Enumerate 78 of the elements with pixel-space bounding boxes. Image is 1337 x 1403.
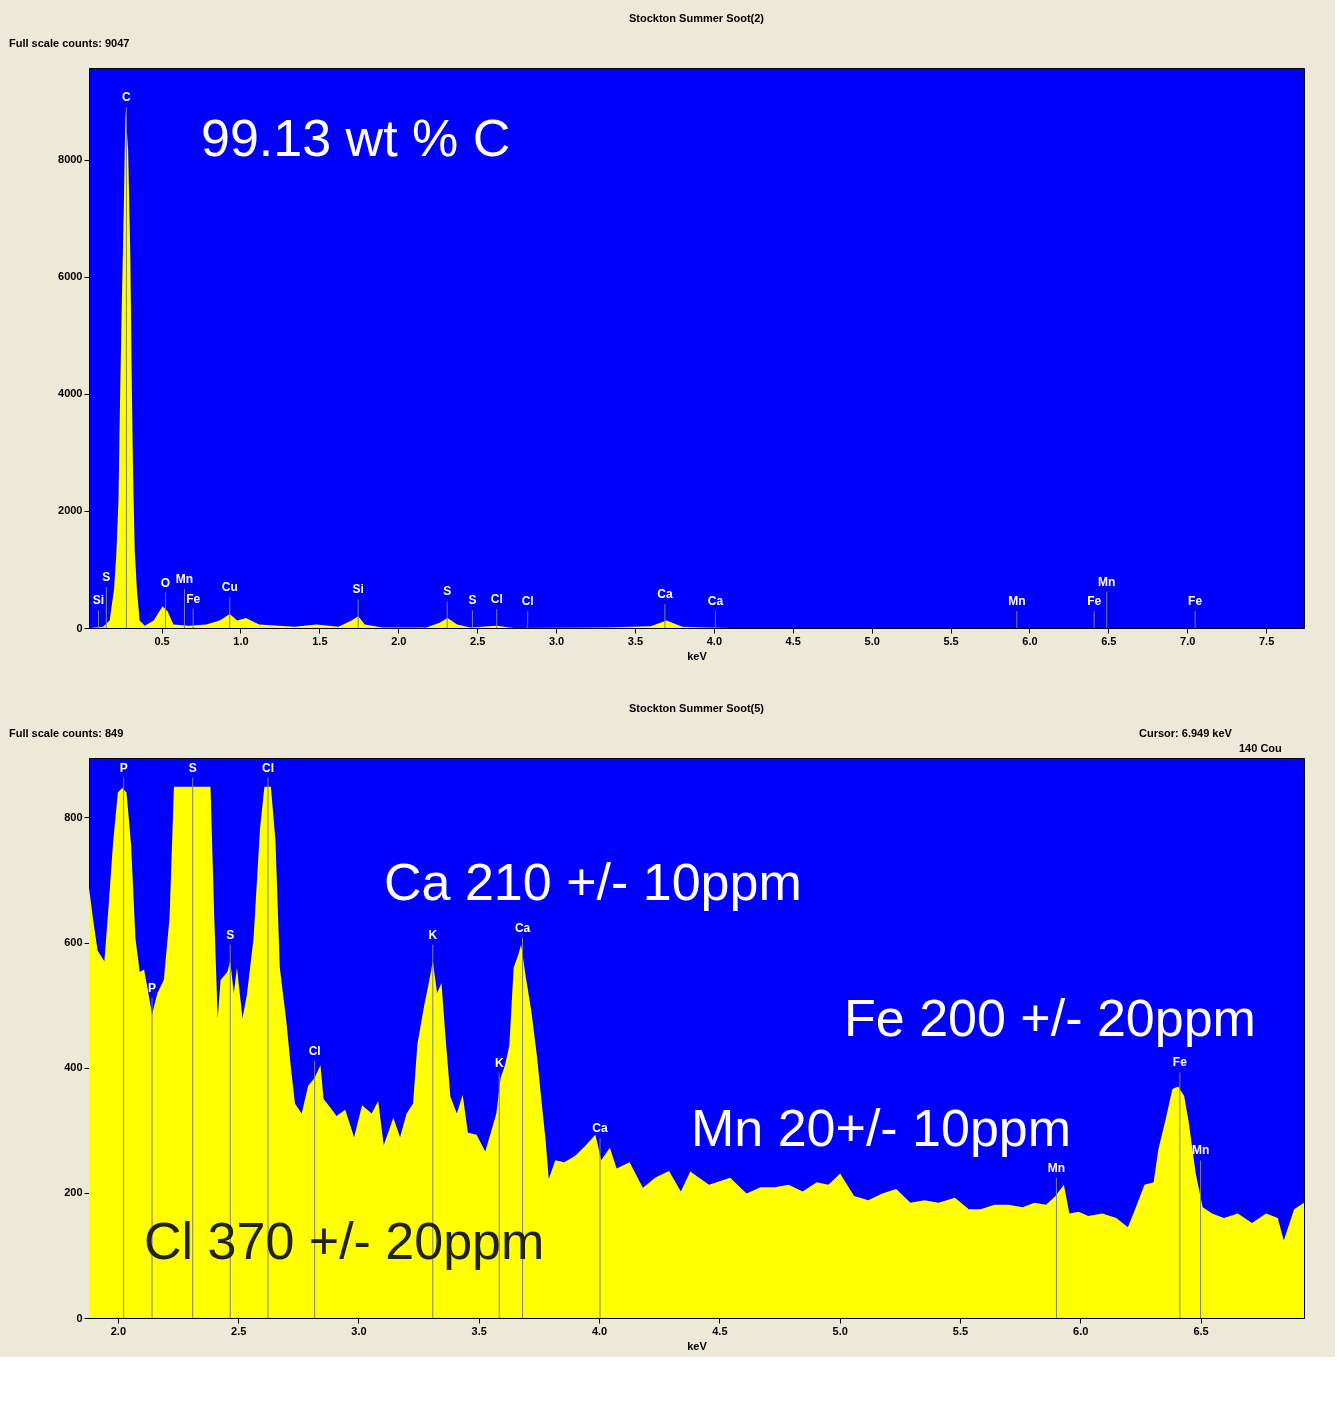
x-axis-title: keV xyxy=(687,1339,708,1352)
ref-line-label: Mn xyxy=(1098,574,1116,589)
x-tick-label: 5.0 xyxy=(864,634,880,647)
text: Full scale counts: 849 xyxy=(9,727,124,739)
x-tick-label: 4.0 xyxy=(591,1324,608,1337)
text: 140 Cou xyxy=(1239,742,1282,754)
ref-line-label: Cl xyxy=(490,591,503,606)
ref-line-label: Fe xyxy=(1087,594,1102,609)
x-tick-label: 6.5 xyxy=(1101,634,1117,647)
ref-line-label: Cl xyxy=(521,594,534,609)
ref-line-label: Cu xyxy=(221,580,238,595)
y-tick-label: 6000 xyxy=(58,270,83,283)
x-tick-label: 3.5 xyxy=(471,1324,487,1337)
y-tick-label: 2000 xyxy=(58,504,83,517)
y-tick-label: 0 xyxy=(76,1311,83,1324)
x-axis-title: keV xyxy=(687,649,708,662)
ref-line-label: Cl xyxy=(262,760,274,775)
x-tick-label: 3.5 xyxy=(627,634,644,647)
ref-line-label: Si xyxy=(92,593,105,608)
ref-line-label: S xyxy=(226,927,235,942)
x-tick-label: 5.5 xyxy=(952,1324,969,1337)
x-tick-label: 7.0 xyxy=(1180,634,1196,647)
y-tick-label: 600 xyxy=(64,936,83,949)
y-tick-label: 200 xyxy=(64,1186,83,1199)
y-tick-label: 0 xyxy=(76,621,83,634)
ref-line-label: Ca xyxy=(592,1121,609,1136)
ref-line-label: Fe xyxy=(1172,1055,1188,1070)
x-tick-label: 6.0 xyxy=(1022,634,1038,647)
x-tick-label: 4.0 xyxy=(706,634,723,647)
y-tick-label: 800 xyxy=(64,810,83,823)
annotation: Fe 200 +/- 20ppm xyxy=(844,989,1256,1047)
chart-title: Stockton Summer Soot(2) xyxy=(628,12,765,24)
x-tick-label: 2.0 xyxy=(391,634,407,647)
x-tick-label: 0.5 xyxy=(154,634,170,647)
x-tick-label: 1.0 xyxy=(233,634,249,647)
x-tick-label: 2.5 xyxy=(470,634,486,647)
ref-line-label: Ca xyxy=(707,593,724,608)
ref-line-label: Si xyxy=(352,582,364,597)
x-tick-label: 6.5 xyxy=(1193,1324,1209,1337)
ref-line-label: O xyxy=(160,575,171,590)
ref-line-label: Mn xyxy=(175,571,194,586)
ref-line-label: P xyxy=(119,760,128,775)
chart-title: Stockton Summer Soot(5) xyxy=(628,702,765,714)
ref-line-label: S xyxy=(468,593,477,608)
x-tick-label: 4.5 xyxy=(712,1324,728,1337)
x-tick-label: 6.0 xyxy=(1073,1324,1089,1337)
ref-line-label: S xyxy=(102,570,111,585)
ref-line-label: Fe xyxy=(1188,594,1203,609)
x-tick-label: 5.0 xyxy=(832,1324,848,1337)
ref-line-label: Mn xyxy=(1008,594,1026,609)
ref-line-label: S xyxy=(443,584,452,599)
y-tick-label: 4000 xyxy=(58,387,83,400)
ref-line-label: Mn xyxy=(1047,1160,1066,1175)
annotation: 99.13 wt % C xyxy=(201,109,511,167)
text: Full scale counts: 9047 xyxy=(9,37,130,49)
ref-line-label: S xyxy=(188,760,197,775)
x-tick-label: 4.5 xyxy=(785,634,801,647)
x-tick-label: 2.5 xyxy=(231,1324,247,1337)
ref-line-label: Fe xyxy=(186,591,201,606)
ref-line-label: Ca xyxy=(657,587,673,602)
x-tick-label: 1.5 xyxy=(312,634,328,647)
annotation: Mn 20+/- 10ppm xyxy=(691,1099,1072,1157)
ref-line-label: K xyxy=(494,1055,504,1070)
x-tick-label: 2.0 xyxy=(110,1324,127,1337)
x-tick-label: 3.0 xyxy=(351,1324,367,1337)
ref-line-label: Ca xyxy=(514,920,531,935)
text: Cursor: 6.949 keV xyxy=(1139,727,1233,739)
ref-line-label: C xyxy=(122,90,132,105)
ref-line-label: Cl xyxy=(308,1043,321,1058)
ref-line-label: P xyxy=(148,980,157,995)
y-tick-label: 8000 xyxy=(58,153,83,166)
ref-line-label: K xyxy=(428,927,438,942)
y-tick-label: 400 xyxy=(64,1061,83,1074)
x-tick-label: 7.5 xyxy=(1258,634,1275,647)
annotation: Ca 210 +/- 10ppm xyxy=(384,853,802,911)
x-tick-label: 3.0 xyxy=(548,634,565,647)
x-tick-label: 5.5 xyxy=(943,634,959,647)
ref-line-label: Mn xyxy=(1191,1143,1210,1158)
